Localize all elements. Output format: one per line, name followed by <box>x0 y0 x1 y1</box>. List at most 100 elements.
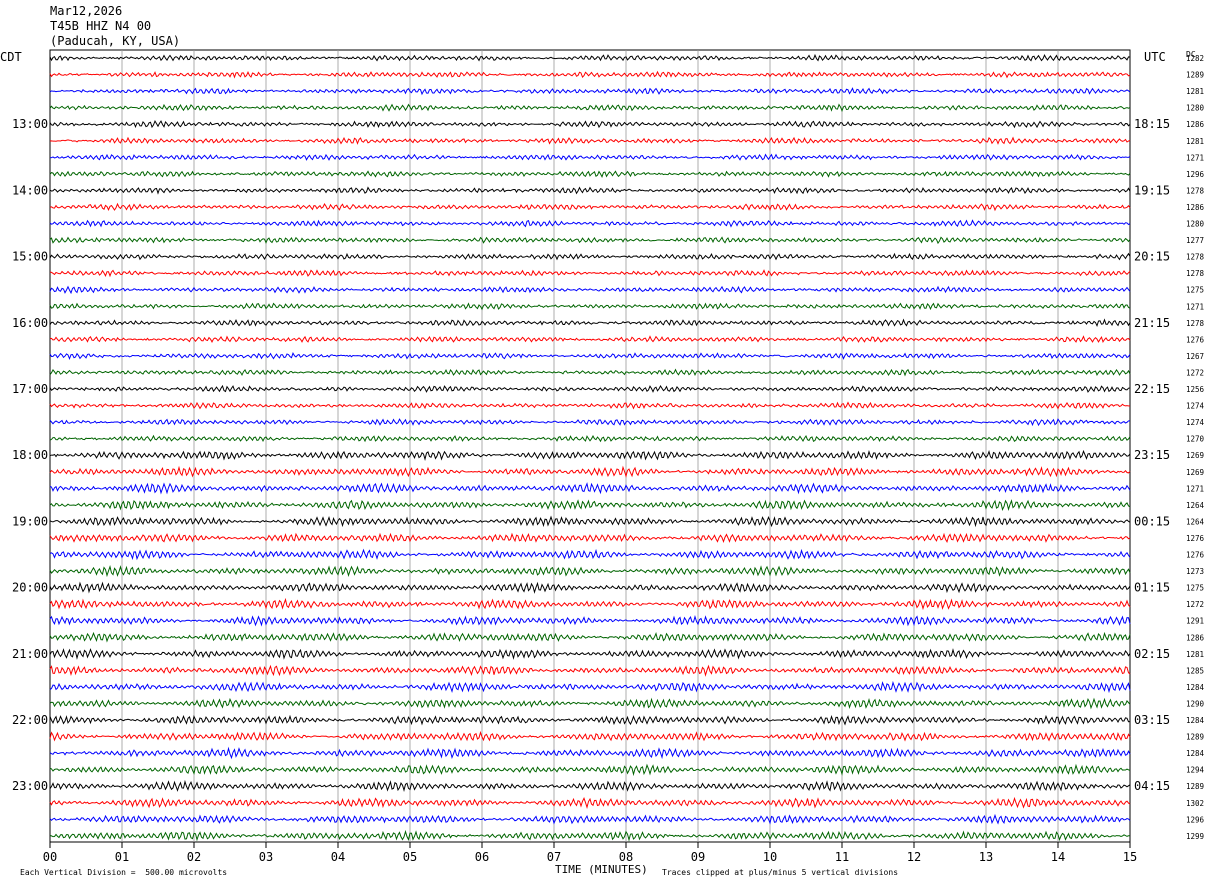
trace-10 <box>49 202 1131 212</box>
trace-27 <box>49 482 1131 495</box>
right-hour-label: 01:15 <box>1134 581 1170 595</box>
right-hour-label: 22:15 <box>1134 382 1170 396</box>
dc-offset-label: 1274 <box>1186 402 1205 411</box>
x-tick-label: 05 <box>403 850 417 864</box>
trace-4 <box>49 103 1131 113</box>
header-date: Mar12,2026 <box>50 4 123 18</box>
x-tick-label: 04 <box>331 850 345 864</box>
trace-12 <box>49 236 1131 245</box>
x-tick-label: 08 <box>619 850 633 864</box>
trace-14 <box>49 269 1131 278</box>
x-tick-label: 10 <box>763 850 777 864</box>
trace-48 <box>49 829 1131 842</box>
dc-offset-label: 1271 <box>1186 484 1204 493</box>
dc-offset-label: 1284 <box>1186 716 1205 725</box>
dc-offset-label: 1276 <box>1186 335 1205 344</box>
dc-offset-label: 1278 <box>1186 269 1205 278</box>
right-hour-label: 19:15 <box>1134 183 1170 197</box>
trace-29 <box>49 515 1131 528</box>
dc-offset-label: 1278 <box>1186 186 1205 195</box>
left-hour-label: 20:00 <box>12 581 48 595</box>
left-hour-label: 18:00 <box>12 448 48 462</box>
dc-offset-label: 1269 <box>1186 468 1204 477</box>
right-hour-label: 02:15 <box>1134 647 1170 661</box>
left-hour-label: 13:00 <box>12 117 48 131</box>
trace-35 <box>49 615 1131 627</box>
trace-38 <box>49 664 1131 677</box>
left-hour-label: 22:00 <box>12 713 48 727</box>
dc-offset-label: 1277 <box>1186 236 1204 245</box>
dc-offset-label: 1275 <box>1186 584 1204 593</box>
x-tick-label: 15 <box>1123 850 1137 864</box>
dc-offset-label: 1272 <box>1186 368 1204 377</box>
right-hour-label: 21:15 <box>1134 316 1170 330</box>
trace-41 <box>49 714 1131 726</box>
dc-offset-label: 1284 <box>1186 683 1205 692</box>
trace-13 <box>49 252 1131 261</box>
trace-34 <box>49 597 1131 611</box>
trace-44 <box>49 763 1131 777</box>
trace-30 <box>49 532 1131 543</box>
x-tick-label: 00 <box>43 850 57 864</box>
dc-offset-label: 1281 <box>1186 87 1204 96</box>
right-hour-label: 00:15 <box>1134 514 1170 528</box>
trace-1 <box>49 53 1131 62</box>
trace-39 <box>49 680 1131 694</box>
x-tick-label: 11 <box>835 850 849 864</box>
left-timezone-label: CDT <box>0 50 22 64</box>
dc-offset-label: 1278 <box>1186 253 1205 262</box>
trace-42 <box>49 730 1131 742</box>
trace-33 <box>49 581 1131 594</box>
trace-45 <box>49 779 1131 793</box>
trace-28 <box>49 499 1131 512</box>
trace-36 <box>49 631 1131 643</box>
trace-6 <box>49 136 1131 145</box>
trace-18 <box>49 335 1131 344</box>
trace-5 <box>49 119 1131 129</box>
left-hour-label: 19:00 <box>12 514 48 528</box>
dc-offset-label: 1275 <box>1186 286 1204 295</box>
trace-15 <box>49 285 1131 295</box>
x-tick-label: 07 <box>547 850 561 864</box>
dc-offset-label: 1290 <box>1186 699 1205 708</box>
dc-offset-label: 1274 <box>1186 418 1205 427</box>
dc-offset-label: 1302 <box>1186 799 1204 808</box>
dc-offset-label: 1296 <box>1186 815 1205 824</box>
dc-offset-label: 1276 <box>1186 551 1205 560</box>
dc-offset-label: 1264 <box>1186 501 1205 510</box>
left-hour-label: 14:00 <box>12 183 48 197</box>
dc-offset-label: 1294 <box>1186 766 1205 775</box>
dc-offset-label: 1280 <box>1186 220 1205 229</box>
right-hour-label: 23:15 <box>1134 448 1170 462</box>
dc-offset-label: 1281 <box>1186 650 1204 659</box>
trace-43 <box>49 746 1131 760</box>
x-tick-label: 01 <box>115 850 129 864</box>
left-hour-label: 21:00 <box>12 647 48 661</box>
dc-offset-label: 1296 <box>1186 170 1205 179</box>
dc-offset-label: 1286 <box>1186 120 1205 129</box>
x-tick-label: 03 <box>259 850 273 864</box>
trace-46 <box>49 796 1131 809</box>
trace-24 <box>49 434 1131 443</box>
dc-column-label: DC <box>1186 50 1196 59</box>
dc-offset-label: 1289 <box>1186 71 1204 80</box>
x-tick-label: 14 <box>1051 850 1065 864</box>
clip-note: Traces clipped at plus/minus 5 vertical … <box>662 868 899 877</box>
right-hour-label: 03:15 <box>1134 713 1170 727</box>
header-location: (Paducah, KY, USA) <box>50 34 181 48</box>
x-tick-label: 13 <box>979 850 993 864</box>
dc-offset-label: 1272 <box>1186 600 1204 609</box>
x-axis-label: TIME (MINUTES) <box>555 863 648 876</box>
trace-17 <box>49 318 1131 327</box>
trace-2 <box>49 70 1131 79</box>
dc-offset-label: 1280 <box>1186 104 1205 113</box>
dc-offset-label: 1256 <box>1186 385 1205 394</box>
right-hour-label: 20:15 <box>1134 250 1170 264</box>
trace-3 <box>49 87 1131 96</box>
trace-8 <box>49 170 1131 178</box>
trace-47 <box>49 813 1131 825</box>
dc-offset-label: 1289 <box>1186 782 1204 791</box>
dc-offset-label: 1281 <box>1186 137 1204 146</box>
dc-offset-label: 1264 <box>1186 517 1205 526</box>
